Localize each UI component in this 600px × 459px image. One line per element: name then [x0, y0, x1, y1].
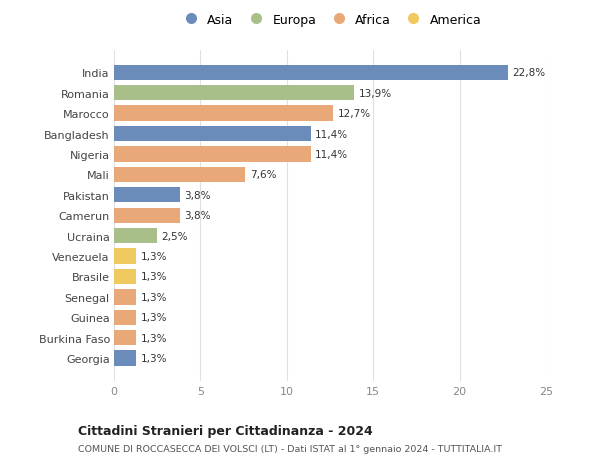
Bar — [114, 290, 136, 305]
Bar — [114, 229, 157, 244]
Text: 1,3%: 1,3% — [141, 313, 167, 323]
Bar — [114, 351, 136, 366]
Bar — [114, 249, 136, 264]
Bar — [114, 106, 334, 122]
Text: 7,6%: 7,6% — [250, 170, 276, 180]
Bar — [114, 188, 179, 203]
Text: 1,3%: 1,3% — [141, 353, 167, 364]
Text: 11,4%: 11,4% — [316, 129, 349, 139]
Text: 2,5%: 2,5% — [161, 231, 188, 241]
Bar — [114, 330, 136, 346]
Text: Cittadini Stranieri per Cittadinanza - 2024: Cittadini Stranieri per Cittadinanza - 2… — [78, 424, 373, 437]
Bar — [114, 208, 179, 224]
Bar — [114, 86, 354, 101]
Text: 1,3%: 1,3% — [141, 292, 167, 302]
Bar — [114, 147, 311, 162]
Text: 3,8%: 3,8% — [184, 190, 211, 200]
Legend: Asia, Europa, Africa, America: Asia, Europa, Africa, America — [179, 14, 481, 27]
Bar — [114, 310, 136, 325]
Text: 1,3%: 1,3% — [141, 252, 167, 262]
Text: 3,8%: 3,8% — [184, 211, 211, 221]
Text: 1,3%: 1,3% — [141, 333, 167, 343]
Bar — [114, 269, 136, 285]
Bar — [114, 127, 311, 142]
Bar — [114, 66, 508, 81]
Text: COMUNE DI ROCCASECCA DEI VOLSCI (LT) - Dati ISTAT al 1° gennaio 2024 - TUTTITALI: COMUNE DI ROCCASECCA DEI VOLSCI (LT) - D… — [78, 444, 502, 453]
Text: 22,8%: 22,8% — [512, 68, 545, 78]
Bar — [114, 168, 245, 183]
Text: 11,4%: 11,4% — [316, 150, 349, 160]
Text: 1,3%: 1,3% — [141, 272, 167, 282]
Text: 13,9%: 13,9% — [359, 89, 392, 99]
Text: 12,7%: 12,7% — [338, 109, 371, 119]
